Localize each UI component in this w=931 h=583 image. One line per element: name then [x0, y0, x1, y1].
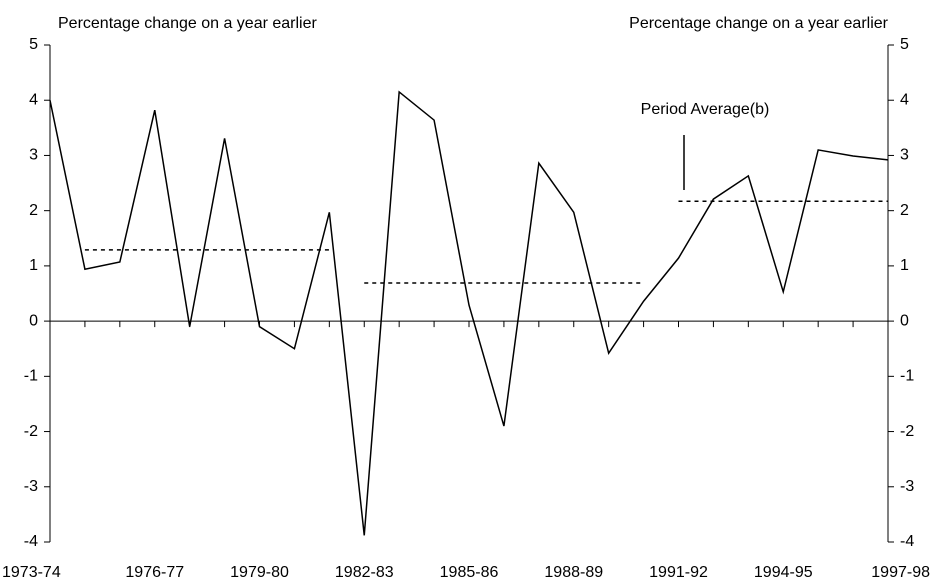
y-tick-label-right: 0	[900, 312, 909, 329]
y-tick-label-right: 2	[900, 202, 909, 219]
x-tick-label: 1979-80	[230, 564, 289, 581]
x-tick-label: 1988-89	[544, 564, 603, 581]
y-tick-label-left: -3	[24, 478, 38, 495]
y-tick-label-right: -4	[900, 533, 914, 550]
x-tick-label: 1973-74	[2, 564, 61, 581]
x-tick-label: 1982-83	[335, 564, 394, 581]
y-tick-label-right: -1	[900, 368, 914, 385]
y-tick-label-left: 0	[29, 312, 38, 329]
y-tick-label-left: -1	[24, 368, 38, 385]
y-tick-label-right: 1	[900, 257, 909, 274]
x-tick-label: 1997-98	[871, 564, 930, 581]
y-tick-label-left: 3	[29, 147, 38, 164]
y-tick-label-right: 4	[900, 91, 909, 108]
y-tick-label-right: -3	[900, 478, 914, 495]
annotation: Period Average(b)	[641, 101, 770, 118]
y-tick-label-left: -2	[24, 423, 38, 440]
y-tick-label-left: 2	[29, 202, 38, 219]
data-line	[49, 90, 889, 536]
x-tick-label: 1991-92	[649, 564, 708, 581]
y-tick-label-right: -2	[900, 423, 914, 440]
y-tick-label-right: 3	[900, 147, 909, 164]
y-tick-label-left: -4	[24, 533, 38, 550]
y-axis-label-left: Percentage change on a year earlier	[58, 15, 318, 32]
y-axis-label-right: Percentage change on a year earlier	[629, 15, 889, 32]
x-tick-label: 1985-86	[440, 564, 499, 581]
y-tick-label-left: 4	[29, 91, 38, 108]
x-tick-label: 1976-77	[125, 564, 184, 581]
x-tick-label: 1994-95	[754, 564, 813, 581]
y-tick-label-right: 5	[900, 36, 909, 53]
y-tick-label-left: 5	[29, 36, 38, 53]
y-tick-label-left: 1	[29, 257, 38, 274]
